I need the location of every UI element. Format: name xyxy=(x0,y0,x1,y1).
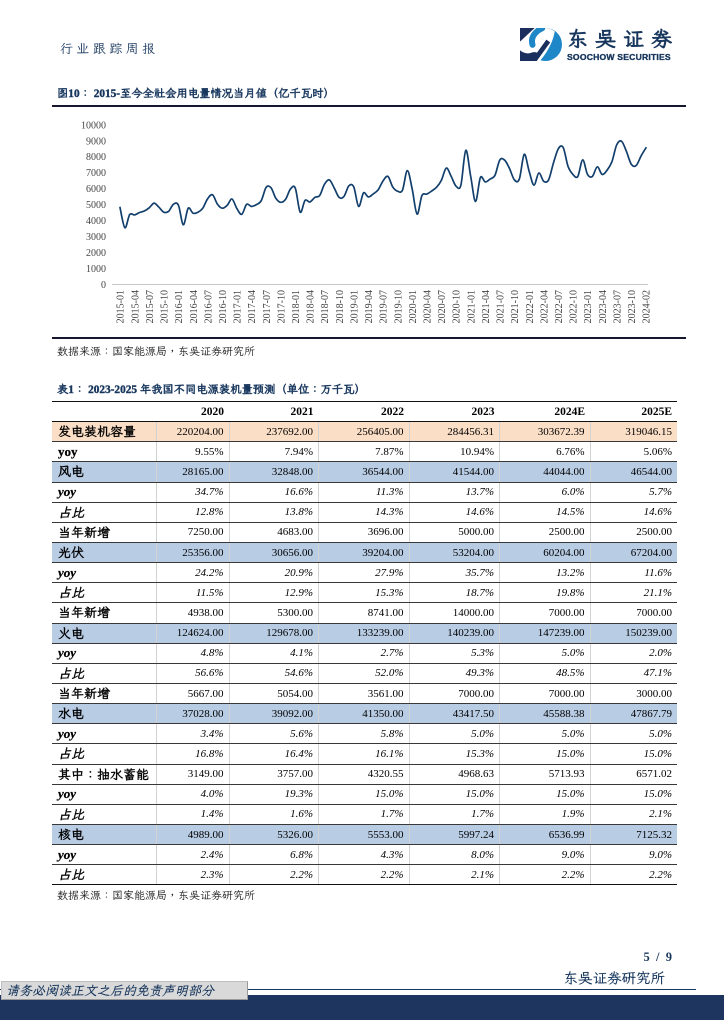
svg-text:2016-07: 2016-07 xyxy=(203,290,214,323)
svg-text:2021-01: 2021-01 xyxy=(466,290,477,323)
svg-text:2022-01: 2022-01 xyxy=(525,290,536,323)
svg-text:2019-07: 2019-07 xyxy=(379,290,390,323)
svg-text:2015-01: 2015-01 xyxy=(116,290,127,323)
svg-text:2022-04: 2022-04 xyxy=(539,290,550,323)
svg-text:2023-07: 2023-07 xyxy=(612,290,623,323)
svg-text:0: 0 xyxy=(101,280,106,291)
svg-text:10000: 10000 xyxy=(81,120,106,131)
svg-text:2017-10: 2017-10 xyxy=(276,290,287,323)
svg-text:2017-07: 2017-07 xyxy=(262,290,273,323)
svg-text:2020-10: 2020-10 xyxy=(452,290,463,323)
svg-text:3000: 3000 xyxy=(86,232,106,243)
svg-text:2019-04: 2019-04 xyxy=(364,290,375,323)
svg-text:2018-01: 2018-01 xyxy=(291,290,302,323)
svg-text:9000: 9000 xyxy=(86,136,106,147)
svg-text:2018-10: 2018-10 xyxy=(335,290,346,323)
svg-text:2015-04: 2015-04 xyxy=(130,290,141,323)
svg-text:2016-01: 2016-01 xyxy=(174,290,185,323)
svg-text:8000: 8000 xyxy=(86,152,106,163)
svg-text:2023-04: 2023-04 xyxy=(598,290,609,323)
svg-text:2015-10: 2015-10 xyxy=(160,290,171,323)
svg-text:2021-07: 2021-07 xyxy=(496,290,507,323)
svg-text:2018-04: 2018-04 xyxy=(306,290,317,323)
svg-text:2021-10: 2021-10 xyxy=(510,290,521,323)
svg-text:2019-01: 2019-01 xyxy=(350,290,361,323)
svg-text:4000: 4000 xyxy=(86,216,106,227)
svg-text:2023-01: 2023-01 xyxy=(583,290,594,323)
svg-text:2024-02: 2024-02 xyxy=(642,290,653,323)
svg-text:2020-01: 2020-01 xyxy=(408,290,419,323)
svg-text:2018-07: 2018-07 xyxy=(320,290,331,323)
svg-text:2022-10: 2022-10 xyxy=(569,290,580,323)
svg-text:2022-07: 2022-07 xyxy=(554,290,565,323)
svg-text:2019-10: 2019-10 xyxy=(393,290,404,323)
svg-text:6000: 6000 xyxy=(86,184,106,195)
svg-text:2017-04: 2017-04 xyxy=(247,290,258,323)
svg-text:7000: 7000 xyxy=(86,168,106,179)
svg-text:5000: 5000 xyxy=(86,200,106,211)
svg-text:2000: 2000 xyxy=(86,248,106,259)
svg-text:2016-04: 2016-04 xyxy=(189,290,200,323)
svg-text:1000: 1000 xyxy=(86,264,106,275)
svg-text:2020-07: 2020-07 xyxy=(437,290,448,323)
svg-text:2021-04: 2021-04 xyxy=(481,290,492,323)
svg-text:2020-04: 2020-04 xyxy=(423,290,434,323)
svg-text:2015-07: 2015-07 xyxy=(145,290,156,323)
svg-text:2023-10: 2023-10 xyxy=(627,290,638,323)
svg-text:2017-01: 2017-01 xyxy=(233,290,244,323)
svg-text:2016-10: 2016-10 xyxy=(218,290,229,323)
